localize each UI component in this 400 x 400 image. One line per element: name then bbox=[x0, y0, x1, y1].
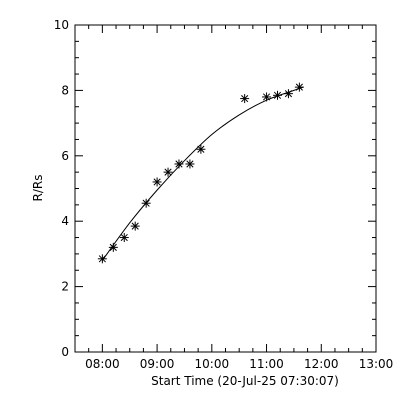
y-axis-label: R/Rs bbox=[31, 175, 45, 202]
tick-labels: 08:00 09:00 10:00 11:00 12:00 13:00 0 2 4 6 8 10 bbox=[54, 18, 394, 371]
data-point-stroke bbox=[197, 145, 205, 153]
y-tick-label: 8 bbox=[61, 83, 69, 97]
data-point-stroke bbox=[284, 90, 293, 98]
x-tick-label: 13:00 bbox=[359, 357, 394, 371]
data-point-stroke bbox=[153, 178, 161, 186]
y-tick-label: 10 bbox=[54, 18, 69, 32]
x-tick-label: 09:00 bbox=[140, 357, 175, 371]
data-point-stroke bbox=[175, 160, 183, 168]
data-point-stroke bbox=[98, 255, 106, 263]
data-point-stroke bbox=[120, 233, 128, 242]
data-point-stroke bbox=[295, 83, 303, 91]
data-point-stroke bbox=[273, 91, 282, 99]
x-axis-label: Start Time (20-Jul-25 07:30:07) bbox=[151, 374, 339, 388]
axes bbox=[74, 24, 377, 353]
data-point-stroke bbox=[142, 199, 150, 207]
data-point bbox=[294, 82, 304, 92]
x-tick-label: 12:00 bbox=[304, 357, 339, 371]
data-point bbox=[185, 159, 195, 169]
y-tick-label: 0 bbox=[61, 345, 69, 359]
data-point bbox=[262, 92, 272, 102]
y-tick-label: 4 bbox=[61, 214, 69, 228]
data-point bbox=[240, 94, 250, 104]
data-point bbox=[141, 198, 151, 208]
data-point bbox=[283, 89, 293, 99]
fit-curve-layer bbox=[101, 86, 304, 261]
data-point-stroke bbox=[131, 222, 139, 230]
fit-curve bbox=[101, 86, 304, 261]
data-point bbox=[196, 144, 206, 154]
data-point-stroke bbox=[164, 168, 172, 176]
data-point bbox=[119, 233, 129, 243]
data-point-stroke bbox=[186, 160, 194, 168]
data-point-stroke bbox=[262, 93, 271, 101]
data-point bbox=[130, 221, 140, 231]
plot-frame bbox=[74, 24, 377, 353]
data-points bbox=[97, 82, 304, 264]
x-tick-label: 10:00 bbox=[195, 357, 230, 371]
tick-marks bbox=[74, 24, 377, 353]
data-point bbox=[163, 167, 173, 177]
data-point bbox=[97, 254, 107, 264]
x-tick-label: 11:00 bbox=[249, 357, 284, 371]
data-point bbox=[108, 242, 118, 252]
y-tick-label: 2 bbox=[61, 280, 69, 294]
data-point bbox=[272, 90, 282, 100]
data-point bbox=[152, 177, 162, 187]
y-tick-label: 6 bbox=[61, 149, 69, 163]
data-point-stroke bbox=[241, 94, 249, 103]
x-tick-label: 08:00 bbox=[85, 357, 120, 371]
data-point-stroke bbox=[109, 243, 117, 251]
data-point bbox=[174, 159, 184, 169]
